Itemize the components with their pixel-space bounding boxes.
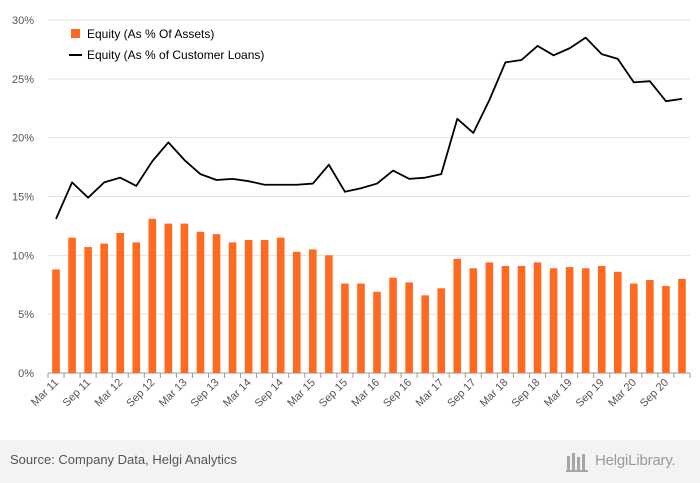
- bar: [68, 237, 76, 373]
- y-tick-label: 20%: [12, 133, 34, 145]
- legend-label-line: Equity (As % of Customer Loans): [87, 48, 264, 62]
- bar: [325, 255, 333, 373]
- x-tick-label: Sep 17: [445, 377, 478, 410]
- bar: [549, 268, 558, 373]
- x-tick-label: Sep 13: [189, 377, 222, 410]
- bar: [453, 258, 462, 373]
- bar: [116, 232, 125, 373]
- bar: [148, 218, 157, 373]
- x-tick-label: Mar 20: [606, 377, 639, 410]
- bar: [421, 295, 429, 373]
- bar: [52, 269, 60, 373]
- x-tick-label: Mar 19: [542, 377, 575, 410]
- legend-swatch-bars: [71, 29, 80, 38]
- bar: [276, 237, 285, 373]
- x-tick-label: Sep 12: [124, 377, 157, 410]
- bar: [309, 249, 317, 373]
- x-tick-label: Sep 14: [253, 377, 286, 410]
- y-axis-ticks: 0% 5% 10% 15% 20% 25% 30%: [12, 15, 34, 380]
- x-tick-label: Mar 13: [157, 377, 190, 410]
- bar: [630, 283, 638, 373]
- bar: [212, 234, 221, 373]
- bar: [517, 265, 526, 373]
- bar: [533, 262, 542, 373]
- bar: [678, 278, 686, 373]
- bar: [501, 265, 510, 373]
- footer: Source: Company Data, Helgi Analytics He…: [0, 440, 700, 483]
- line-series: [55, 36, 683, 220]
- x-tick-label: Sep 20: [638, 377, 671, 410]
- x-tick-label: Mar 18: [478, 377, 511, 410]
- x-tick-label: Sep 18: [510, 377, 543, 410]
- bar: [132, 242, 141, 373]
- x-tick-label: Sep 11: [61, 377, 94, 410]
- y-tick-label: 5%: [18, 309, 34, 321]
- legend: Equity (As % Of Assets) Equity (As % of …: [69, 27, 264, 62]
- bar: [100, 243, 108, 373]
- library-icon: [566, 453, 588, 472]
- bar: [597, 265, 606, 373]
- x-tick-label: Mar 11: [29, 377, 61, 409]
- gridlines: [48, 19, 690, 374]
- bar: [662, 285, 670, 373]
- bar: [196, 231, 205, 373]
- x-tick-label: Mar 16: [349, 377, 382, 410]
- y-tick-label: 15%: [12, 192, 34, 204]
- bar: [357, 283, 365, 373]
- x-tick-label: Sep 16: [381, 377, 414, 410]
- y-tick-label: 25%: [12, 74, 34, 86]
- bar: [613, 271, 622, 373]
- bar: [164, 223, 173, 373]
- y-tick-label: 0%: [18, 368, 34, 380]
- bar: [341, 283, 349, 373]
- x-tick-label: Mar 12: [93, 377, 126, 410]
- bar: [228, 242, 237, 373]
- chart-svg: 0%5%10%15%20%25%30% Mar 11 Sep 11 Mar 12Se…: [12, 15, 691, 410]
- bar: [437, 288, 446, 373]
- bar: [469, 268, 478, 373]
- x-tick-label: Sep 15: [317, 377, 350, 410]
- bar: [84, 247, 92, 373]
- x-tick-label: Mar 14: [221, 377, 254, 410]
- y-tick-label: 30%: [12, 15, 34, 27]
- bar: [565, 267, 574, 373]
- source-text: Source: Company Data, Helgi Analytics: [10, 452, 237, 467]
- y-tick-label: 10%: [12, 250, 34, 262]
- bar: [244, 240, 253, 373]
- logo-text: HelgiLibrary.: [595, 452, 676, 469]
- bar: [292, 251, 301, 373]
- line-path: [55, 36, 683, 220]
- bar: [180, 223, 189, 373]
- bar: [389, 277, 397, 373]
- x-tick-label: Mar 15: [285, 377, 318, 410]
- bar: [646, 280, 654, 373]
- bar: [405, 282, 413, 373]
- bar: [485, 262, 494, 373]
- x-tick-label: Sep 19: [574, 377, 607, 410]
- helgi-library-logo: HelgiLibrary.: [565, 448, 690, 474]
- x-tick-label: Mar 17: [414, 377, 447, 410]
- bar-series: [52, 218, 686, 373]
- bar: [260, 240, 269, 373]
- legend-label-bars: Equity (As % Of Assets): [87, 27, 214, 41]
- bar: [373, 291, 381, 373]
- bar: [581, 268, 590, 373]
